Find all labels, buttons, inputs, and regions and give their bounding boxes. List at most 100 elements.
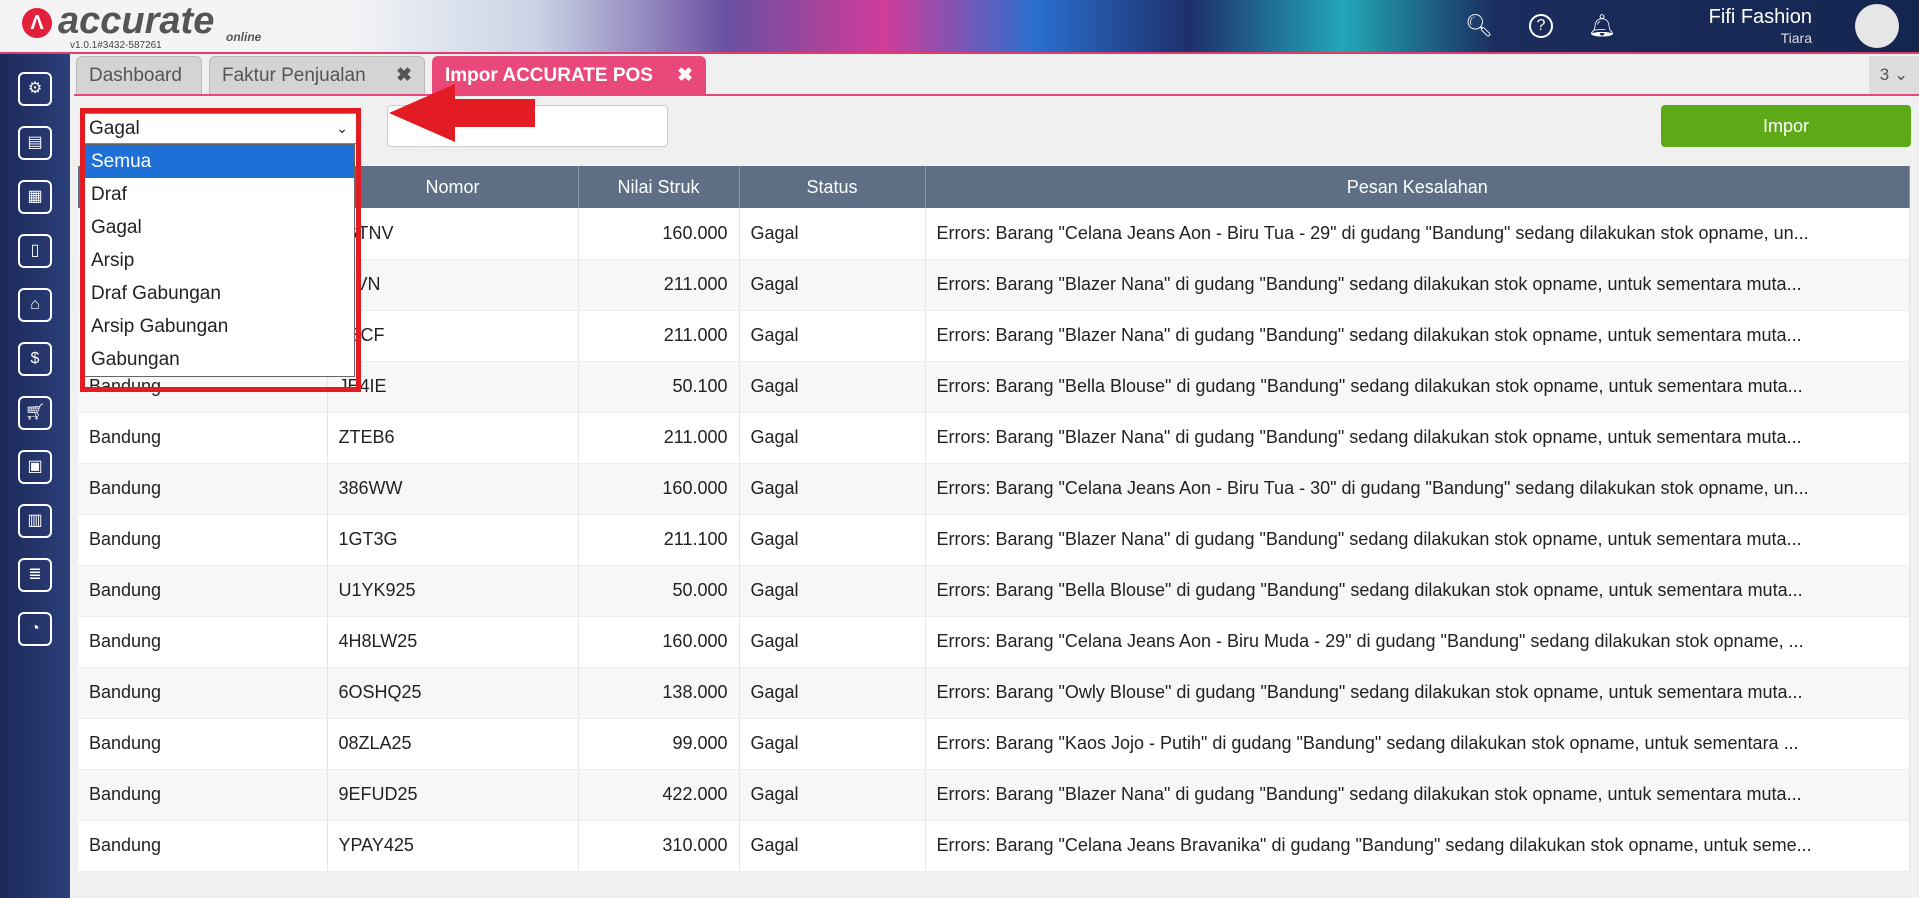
- cell-status: Gagal: [739, 310, 926, 362]
- import-button[interactable]: Impor: [1661, 105, 1911, 147]
- cell-status: Gagal: [739, 565, 926, 617]
- cell-status: Gagal: [739, 463, 926, 515]
- filter-option[interactable]: Arsip: [91, 250, 135, 271]
- column-header[interactable]: Status: [739, 166, 926, 208]
- cell-amount: 99.000: [578, 718, 740, 770]
- table-row[interactable]: Bandung 6OSHQ25 138.000 Gagal Errors: Barang…: [78, 667, 1910, 719]
- close-icon[interactable]: ✖: [677, 65, 693, 86]
- cell-branch: Bandung: [78, 412, 328, 464]
- table-row[interactable]: Bandung 386WW 160.000 Gagal Errors: Barang "…: [78, 463, 1910, 515]
- user-name[interactable]: Tiara: [1780, 30, 1812, 46]
- column-header[interactable]: Nilai Struk: [578, 166, 740, 208]
- cell-branch: Bandung: [78, 718, 328, 770]
- cell-number: 4H8LW25: [327, 616, 579, 668]
- cell-status: Gagal: [739, 718, 926, 770]
- cell-error-message: Errors: Barang "Blazer Nana" di gudang "…: [925, 310, 1910, 362]
- chevron-down-icon: ⌄: [336, 120, 348, 136]
- cell-status: Gagal: [739, 361, 926, 413]
- gear-icon[interactable]: ⚙: [18, 72, 52, 106]
- cart-icon[interactable]: 🛒︎: [18, 396, 52, 430]
- tab-impor-accurate-pos[interactable]: Impor ACCURATE POS ✖: [432, 56, 706, 94]
- filter-option[interactable]: Gagal: [91, 217, 142, 238]
- tab-underline: [74, 94, 1919, 96]
- cell-amount: 50.000: [578, 565, 740, 617]
- table-row[interactable]: Bandung 4H8LW25 160.000 Gagal Errors: Barang…: [78, 616, 1910, 668]
- company-name[interactable]: Fifi Fashion: [1708, 6, 1812, 28]
- cell-branch: Bandung: [78, 769, 328, 821]
- tax-icon[interactable]: ≣: [18, 558, 52, 592]
- cell-amount: 310.000: [578, 820, 740, 872]
- factory-icon[interactable]: ▥: [18, 504, 52, 538]
- cell-number: S3CF: [327, 310, 579, 362]
- cell-status: Gagal: [739, 514, 926, 566]
- table-row[interactable]: Bandung ZTEB6 211.000 Gagal Errors: Barang "…: [78, 412, 1910, 464]
- cell-error-message: Errors: Barang "Kaos Jojo - Putih" di gu…: [925, 718, 1910, 770]
- cell-amount: 160.000: [578, 616, 740, 668]
- cell-error-message: Errors: Barang "Bella Blouse" di gudang …: [925, 361, 1910, 413]
- filter-option[interactable]: Draf: [91, 184, 127, 205]
- cell-error-message: Errors: Barang "Owly Blouse" di gudang "…: [925, 667, 1910, 719]
- cell-amount: 160.000: [578, 208, 740, 260]
- cell-error-message: Errors: Barang "Blazer Nana" di gudang "…: [925, 259, 1910, 311]
- cell-branch: Bandung: [78, 667, 328, 719]
- cell-status: Gagal: [739, 769, 926, 821]
- filter-option[interactable]: Arsip Gabungan: [91, 316, 229, 337]
- cell-amount: 211.000: [578, 259, 740, 311]
- avatar[interactable]: [1855, 4, 1899, 48]
- status-filter-select[interactable]: Gagal ⌄: [82, 113, 357, 144]
- table-row[interactable]: Bandung U1YK925 50.000 Gagal Errors: Barang …: [78, 565, 1910, 617]
- report-icon[interactable]: ◔: [18, 612, 52, 646]
- cell-error-message: Errors: Barang "Bella Blouse" di gudang …: [925, 565, 1910, 617]
- cell-status: Gagal: [739, 616, 926, 668]
- cell-branch: Bandung: [78, 565, 328, 617]
- shop-icon[interactable]: ▣: [18, 450, 52, 484]
- highlight-box: [80, 108, 361, 392]
- column-header[interactable]: Nomor: [327, 166, 579, 208]
- bank-icon[interactable]: ⌂: [18, 288, 52, 322]
- table-row[interactable]: Bandung YPAY425 310.000 Gagal Errors: Barang…: [78, 820, 1910, 872]
- cell-amount: 211.000: [578, 412, 740, 464]
- cell-branch: Bandung: [78, 514, 328, 566]
- cell-status: Gagal: [739, 820, 926, 872]
- table-row[interactable]: Bandung 9EFUD25 422.000 Gagal Errors: Barang…: [78, 769, 1910, 821]
- bell-icon[interactable]: 🔔︎: [1588, 13, 1616, 38]
- money-bag-icon[interactable]: $: [18, 342, 52, 376]
- table-row[interactable]: Bandung 1GT3G 211.100 Gagal Errors: Barang "…: [78, 514, 1910, 566]
- cell-amount: 211.100: [578, 514, 740, 566]
- building-icon[interactable]: ▦: [18, 180, 52, 214]
- cell-amount: 422.000: [578, 769, 740, 821]
- cell-amount: 50.100: [578, 361, 740, 413]
- sidebar: ⚙ ▤ ▦ ▯ ⌂ $ 🛒︎ ▣ ▥ ≣ ◔: [0, 54, 70, 898]
- cell-branch: Bandung: [78, 616, 328, 668]
- cell-number: 1GT3G: [327, 514, 579, 566]
- cash-register-icon[interactable]: ▤: [18, 126, 52, 160]
- book-icon[interactable]: ▯: [18, 234, 52, 268]
- cell-amount: 138.000: [578, 667, 740, 719]
- help-icon[interactable]: ?: [1529, 14, 1553, 38]
- table-row[interactable]: Bandung 08ZLA25 99.000 Gagal Errors: Barang …: [78, 718, 1910, 770]
- filter-option[interactable]: Draf Gabungan: [91, 283, 221, 304]
- cell-number: 386WW: [327, 463, 579, 515]
- cell-error-message: Errors: Barang "Blazer Nana" di gudang "…: [925, 769, 1910, 821]
- filter-option[interactable]: Semua: [85, 145, 354, 178]
- tab-dashboard[interactable]: Dashboard: [76, 56, 202, 94]
- cell-branch: Bandung: [78, 463, 328, 515]
- cell-status: Gagal: [739, 259, 926, 311]
- filter-option[interactable]: Gabungan: [91, 349, 180, 370]
- cell-amount: 211.000: [578, 310, 740, 362]
- search-icon[interactable]: 🔍︎: [1465, 13, 1493, 38]
- accurate-logo-icon: Λ: [22, 8, 52, 38]
- tab-count-dropdown[interactable]: 3 ⌄: [1869, 56, 1919, 94]
- brand-name: accurate: [58, 0, 215, 42]
- cell-status: Gagal: [739, 208, 926, 260]
- close-icon[interactable]: ✖: [396, 65, 412, 86]
- red-arrow-icon: [389, 84, 535, 142]
- cell-error-message: Errors: Barang "Celana Jeans Aon - Biru …: [925, 463, 1910, 515]
- cell-number: 6OSHQ25: [327, 667, 579, 719]
- tab-faktur-penjualan[interactable]: Faktur Penjualan ✖: [209, 56, 425, 94]
- cell-status: Gagal: [739, 667, 926, 719]
- column-header[interactable]: Pesan Kesalahan: [925, 166, 1910, 208]
- cell-number: ZTEB6: [327, 412, 579, 464]
- selected-value: Gagal: [89, 118, 140, 139]
- cell-number: AIVN: [327, 259, 579, 311]
